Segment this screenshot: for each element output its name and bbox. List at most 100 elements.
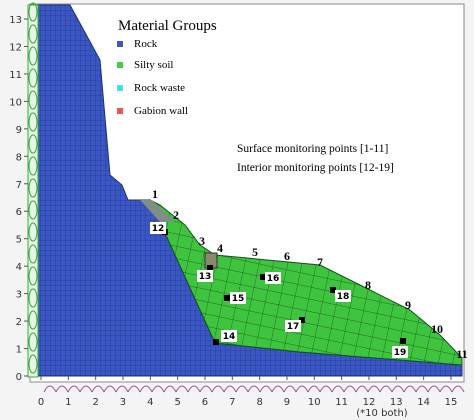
- y-tick-label: 8: [16, 152, 22, 163]
- y-tick-label: 9: [16, 125, 22, 136]
- gabion-wall: [204, 252, 218, 269]
- monitor-marker: [207, 265, 213, 271]
- label-box: [335, 290, 351, 302]
- bottom-support: [223, 385, 237, 393]
- surface-point-label: 3: [199, 234, 205, 248]
- annotation: Surface monitoring points [1-11]: [237, 143, 388, 155]
- monitor-marker: [213, 339, 219, 345]
- surface-point-label: 10: [431, 322, 443, 336]
- monitor-marker: [330, 287, 336, 293]
- support-symbol: [28, 24, 38, 44]
- x-tick-label: 8: [256, 397, 262, 408]
- monitor-marker: [260, 274, 266, 280]
- x-tick-label: 13: [390, 397, 403, 408]
- support-symbol: [28, 332, 38, 352]
- y-tick-label: 10: [9, 97, 22, 108]
- bottom-support: [427, 385, 441, 393]
- bottom-support: [331, 385, 345, 393]
- legend-title: Material Groups: [118, 18, 217, 34]
- label-box: [230, 292, 246, 304]
- label-box: [392, 346, 408, 358]
- bottom-support: [211, 385, 225, 393]
- x-tick-label: 12: [363, 397, 376, 408]
- annotation: Interior monitoring points [12-19]: [237, 162, 394, 174]
- bottom-support: [199, 385, 213, 393]
- bottom-support: [43, 385, 57, 393]
- bottom-support: [379, 385, 393, 393]
- support-symbol: [28, 200, 38, 220]
- support-symbol: [28, 178, 38, 198]
- y-tick-label: 1: [16, 345, 22, 356]
- y-tick-label: 11: [9, 70, 22, 81]
- y-tick-label: 0: [16, 372, 22, 383]
- bottom-support: [55, 385, 69, 393]
- bottom-support: [367, 385, 381, 393]
- label-box: [265, 272, 281, 284]
- support-symbol: [28, 68, 38, 88]
- x-tick-label: 2: [92, 397, 98, 408]
- support-symbol: [28, 2, 38, 22]
- interior-point-label: 13: [199, 272, 212, 282]
- monitor-marker: [400, 338, 406, 344]
- bottom-support: [391, 385, 405, 393]
- bottom-support: [127, 385, 141, 393]
- x-tick-label: 0: [38, 397, 44, 408]
- left-boundary: [27, 4, 39, 378]
- soil-region: [148, 198, 463, 366]
- surface-point-label: 2: [173, 208, 179, 222]
- x-tick-label: 15: [445, 397, 458, 408]
- monitor-marker: [224, 295, 230, 301]
- x-tick-label: 14: [417, 397, 430, 408]
- bottom-support: [175, 385, 189, 393]
- bottom-support: [115, 385, 129, 393]
- bottom-support: [343, 385, 357, 393]
- support-symbol: [28, 46, 38, 66]
- y-tick-label: 5: [16, 235, 22, 246]
- surface-point-label: 7: [317, 255, 323, 269]
- bottom-support: [79, 385, 93, 393]
- support-symbol: [28, 156, 38, 176]
- legend-swatch: [117, 62, 123, 68]
- interior-point-label: 14: [223, 332, 236, 342]
- surface-point-label: 9: [405, 298, 411, 312]
- bottom-support: [235, 385, 249, 393]
- legend-label: Silty soil: [134, 59, 173, 71]
- surface-point-label: 8: [365, 278, 371, 292]
- support-symbol: [28, 90, 38, 110]
- y-tick-label: 13: [9, 15, 22, 26]
- y-tick-label: 2: [16, 317, 22, 328]
- interior-point-label: 19: [394, 348, 407, 358]
- x-tick-label: 3: [120, 397, 126, 408]
- x-tick-label: 10: [308, 397, 321, 408]
- x-tick-label: 7: [229, 397, 235, 408]
- bottom-support: [319, 385, 333, 393]
- bottom-support: [355, 385, 369, 393]
- bottom-support: [151, 385, 165, 393]
- bottom-support: [451, 385, 465, 393]
- bottom-support: [283, 385, 297, 393]
- support-symbol: [28, 222, 38, 242]
- bottom-support: [247, 385, 261, 393]
- x-tick-label: 5: [174, 397, 180, 408]
- surface-point-label: 4: [217, 241, 223, 255]
- rock-waste: [140, 200, 175, 222]
- surface-point-label: 6: [284, 249, 290, 263]
- y-tick-label: 12: [9, 42, 22, 53]
- support-symbol: [28, 310, 38, 330]
- y-tick-label: 7: [16, 180, 22, 191]
- support-symbol: [28, 112, 38, 132]
- overlay: 0 1 2 3 4 5 6 7 8 9 10 11 12 13 14 15012345678910111213…: [9, 2, 468, 419]
- surface-point-label: 1: [152, 187, 158, 201]
- support-symbol: [28, 288, 38, 308]
- y-tick-label: 6: [16, 207, 22, 218]
- legend-swatch: [117, 108, 123, 114]
- support-symbol: [28, 244, 38, 264]
- y-tick-label: 4: [16, 262, 22, 273]
- surface-point-label: 11: [456, 347, 467, 361]
- legend-swatch: [117, 41, 123, 47]
- surface-point-label: 5: [252, 245, 258, 259]
- bottom-support: [295, 385, 309, 393]
- monitor-marker: [299, 317, 305, 323]
- label-box: [197, 270, 213, 282]
- legend-label: Rock waste: [134, 82, 185, 94]
